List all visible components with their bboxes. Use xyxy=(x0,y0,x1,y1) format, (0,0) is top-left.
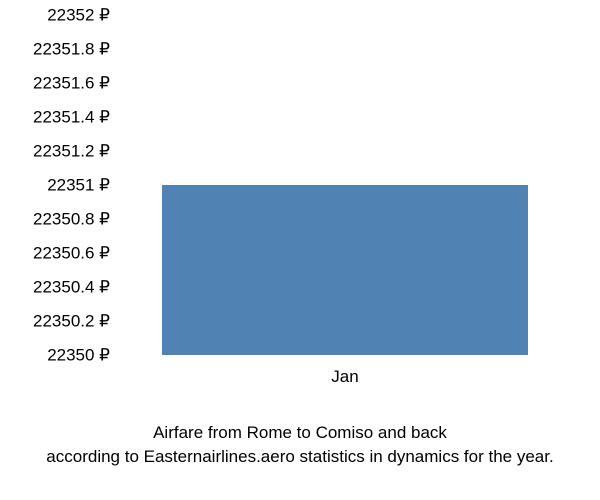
y-tick-label: 22351.8 ₽ xyxy=(10,41,110,58)
plot-area: Jan xyxy=(110,15,580,355)
caption-line-2: according to Easternairlines.aero statis… xyxy=(46,447,553,466)
y-tick-label: 22351.2 ₽ xyxy=(10,143,110,160)
y-tick-label: 22351 ₽ xyxy=(10,177,110,194)
caption-line-1: Airfare from Rome to Comiso and back xyxy=(153,423,447,442)
airfare-chart: 22352 ₽22351.8 ₽22351.6 ₽22351.4 ₽22351.… xyxy=(10,15,580,415)
chart-caption: Airfare from Rome to Comiso and back acc… xyxy=(0,421,600,470)
y-tick-label: 22350 ₽ xyxy=(10,347,110,364)
y-tick-label: 22352 ₽ xyxy=(10,7,110,24)
y-tick-label: 22351.6 ₽ xyxy=(10,75,110,92)
y-tick-label: 22350.6 ₽ xyxy=(10,245,110,262)
y-tick-label: 22350.2 ₽ xyxy=(10,313,110,330)
bar xyxy=(162,185,529,355)
y-tick-label: 22350.8 ₽ xyxy=(10,211,110,228)
y-tick-label: 22350.4 ₽ xyxy=(10,279,110,296)
x-tick-label: Jan xyxy=(331,367,358,387)
y-tick-label: 22351.4 ₽ xyxy=(10,109,110,126)
y-axis: 22352 ₽22351.8 ₽22351.6 ₽22351.4 ₽22351.… xyxy=(10,15,110,355)
